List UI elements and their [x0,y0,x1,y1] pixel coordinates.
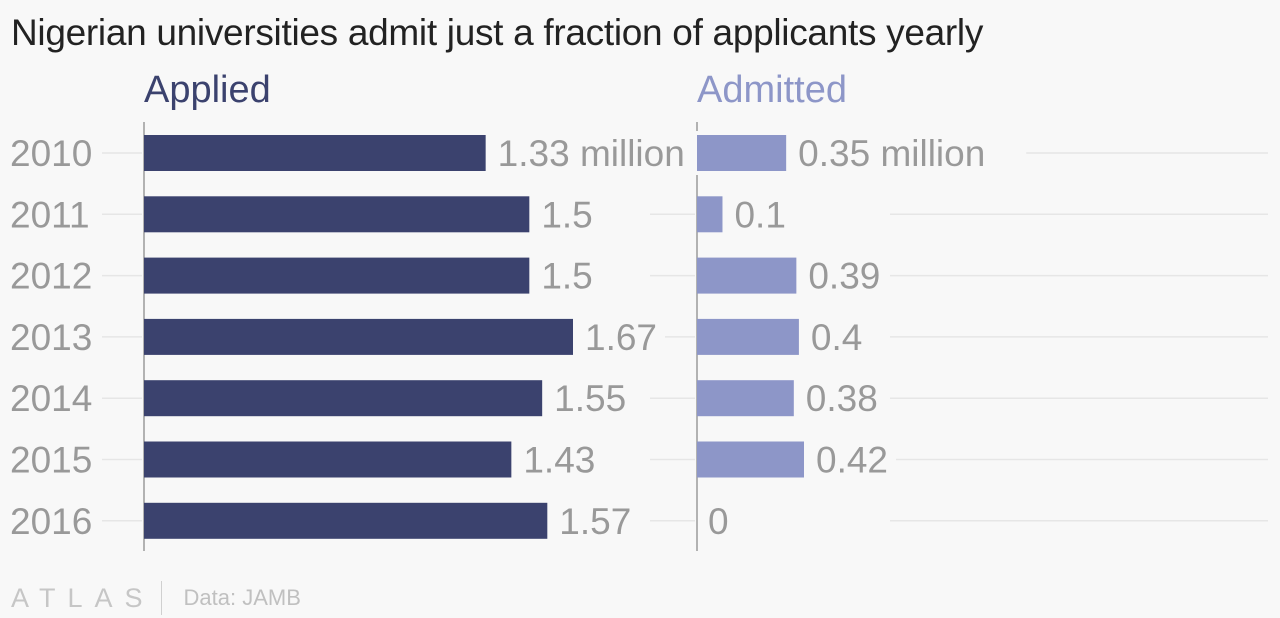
label-knockout [491,131,726,175]
chart-title: Nigerian universities admit just a fract… [11,12,984,53]
atlas-logo[interactable]: ATLAS [11,582,155,613]
year-label: 2012 [10,256,92,297]
admitted-value-label: 0.1 [734,194,785,235]
year-label: 2015 [10,440,92,481]
admitted-bar [697,135,787,171]
admitted-bar [697,380,794,417]
label-knockout [799,376,886,421]
year-label: 2016 [10,501,92,542]
applied-value-label: 1.55 [554,378,626,419]
year-label: 2014 [10,378,92,419]
footer: ATLAS Data: JAMB [11,580,301,616]
applied-value-label: 1.33 million [498,133,685,174]
label-knockout [810,437,896,482]
applied-value-label: 1.67 [585,317,657,358]
applied-value-label: 1.57 [559,501,631,542]
label-knockout [802,253,889,298]
year-label: 2011 [10,194,90,235]
admitted-value-label: 0 [708,501,729,542]
admitted-value-label: 0.42 [816,440,888,481]
applied-bar [144,257,530,294]
applied-header: Applied [144,69,271,111]
admitted-header: Admitted [697,69,847,111]
label-knockout [535,192,603,237]
label-knockout [579,314,665,359]
applied-value-label: 1.5 [541,256,592,297]
data-source: Data: JAMB [183,585,301,610]
applied-bar [144,196,530,233]
applied-bar [144,380,543,417]
footer-divider [160,581,162,615]
applied-bar [144,441,512,478]
label-knockout [792,131,1027,175]
applied-value-label: 1.43 [523,440,595,481]
label-knockout [702,498,733,543]
applied-bar [144,318,573,355]
admitted-bar [697,257,797,294]
admitted-bar [697,318,799,355]
admitted-bar [697,196,723,233]
admitted-bar [697,441,804,478]
year-label: 2013 [10,317,92,358]
applied-value-label: 1.5 [541,194,592,235]
label-knockout [535,253,603,298]
label-knockout [553,498,640,543]
label-knockout [548,376,635,421]
label-knockout [728,192,796,237]
year-label: 2010 [10,133,92,174]
label-knockout [517,437,604,482]
admitted-value-label: 0.35 million [798,133,985,174]
admitted-value-label: 0.38 [806,378,878,419]
applied-bar [144,502,548,539]
admitted-value-label: 0.39 [808,256,880,297]
label-knockout [804,314,873,359]
admitted-value-label: 0.4 [811,317,862,358]
applied-bar [144,135,486,171]
